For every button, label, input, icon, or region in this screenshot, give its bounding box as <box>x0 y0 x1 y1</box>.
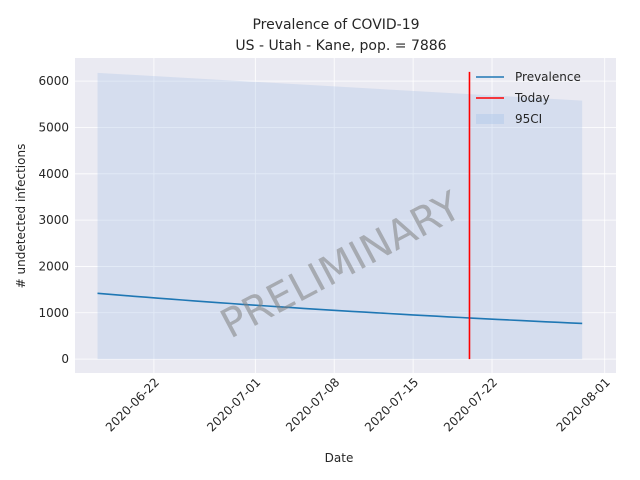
y-tick-label: 5000 <box>38 120 69 134</box>
x-tick-label: 2020-07-08 <box>283 375 342 434</box>
legend-prevalence-label: Prevalence <box>515 70 581 84</box>
x-tick-label: 2020-07-01 <box>204 375 263 434</box>
legend-95ci-label: 95CI <box>515 112 542 126</box>
y-tick-label: 0 <box>61 352 69 366</box>
legend: Prevalence Today 95CI <box>476 70 581 126</box>
x-tick-label: 2020-08-01 <box>554 375 613 434</box>
confidence-band <box>97 72 583 360</box>
y-axis-label: # undetected infections <box>14 144 28 289</box>
y-tick-label: 6000 <box>38 74 69 88</box>
y-tick-label: 2000 <box>38 259 69 273</box>
x-tick-label: 2020-07-22 <box>441 375 500 434</box>
chart-subtitle: US - Utah - Kane, pop. = 7886 <box>235 38 446 54</box>
y-tick-label: 4000 <box>38 167 69 181</box>
x-tick-label: 2020-06-22 <box>103 375 162 434</box>
grid <box>75 58 616 373</box>
x-axis-label: Date <box>325 451 354 465</box>
legend-95ci-swatch <box>476 114 504 124</box>
chart-title: Prevalence of COVID-19 <box>252 17 419 33</box>
y-tick-label: 3000 <box>38 213 69 227</box>
y-axis-ticks: 0 1000 2000 3000 4000 5000 6000 <box>38 74 69 366</box>
x-axis-ticks: 2020-06-22 2020-07-01 2020-07-08 2020-07-15… <box>103 375 613 434</box>
legend-today-label: Today <box>514 91 550 105</box>
y-tick-label: 1000 <box>38 306 69 320</box>
x-tick-label: 2020-07-15 <box>362 375 421 434</box>
prevalence-line <box>97 292 583 325</box>
